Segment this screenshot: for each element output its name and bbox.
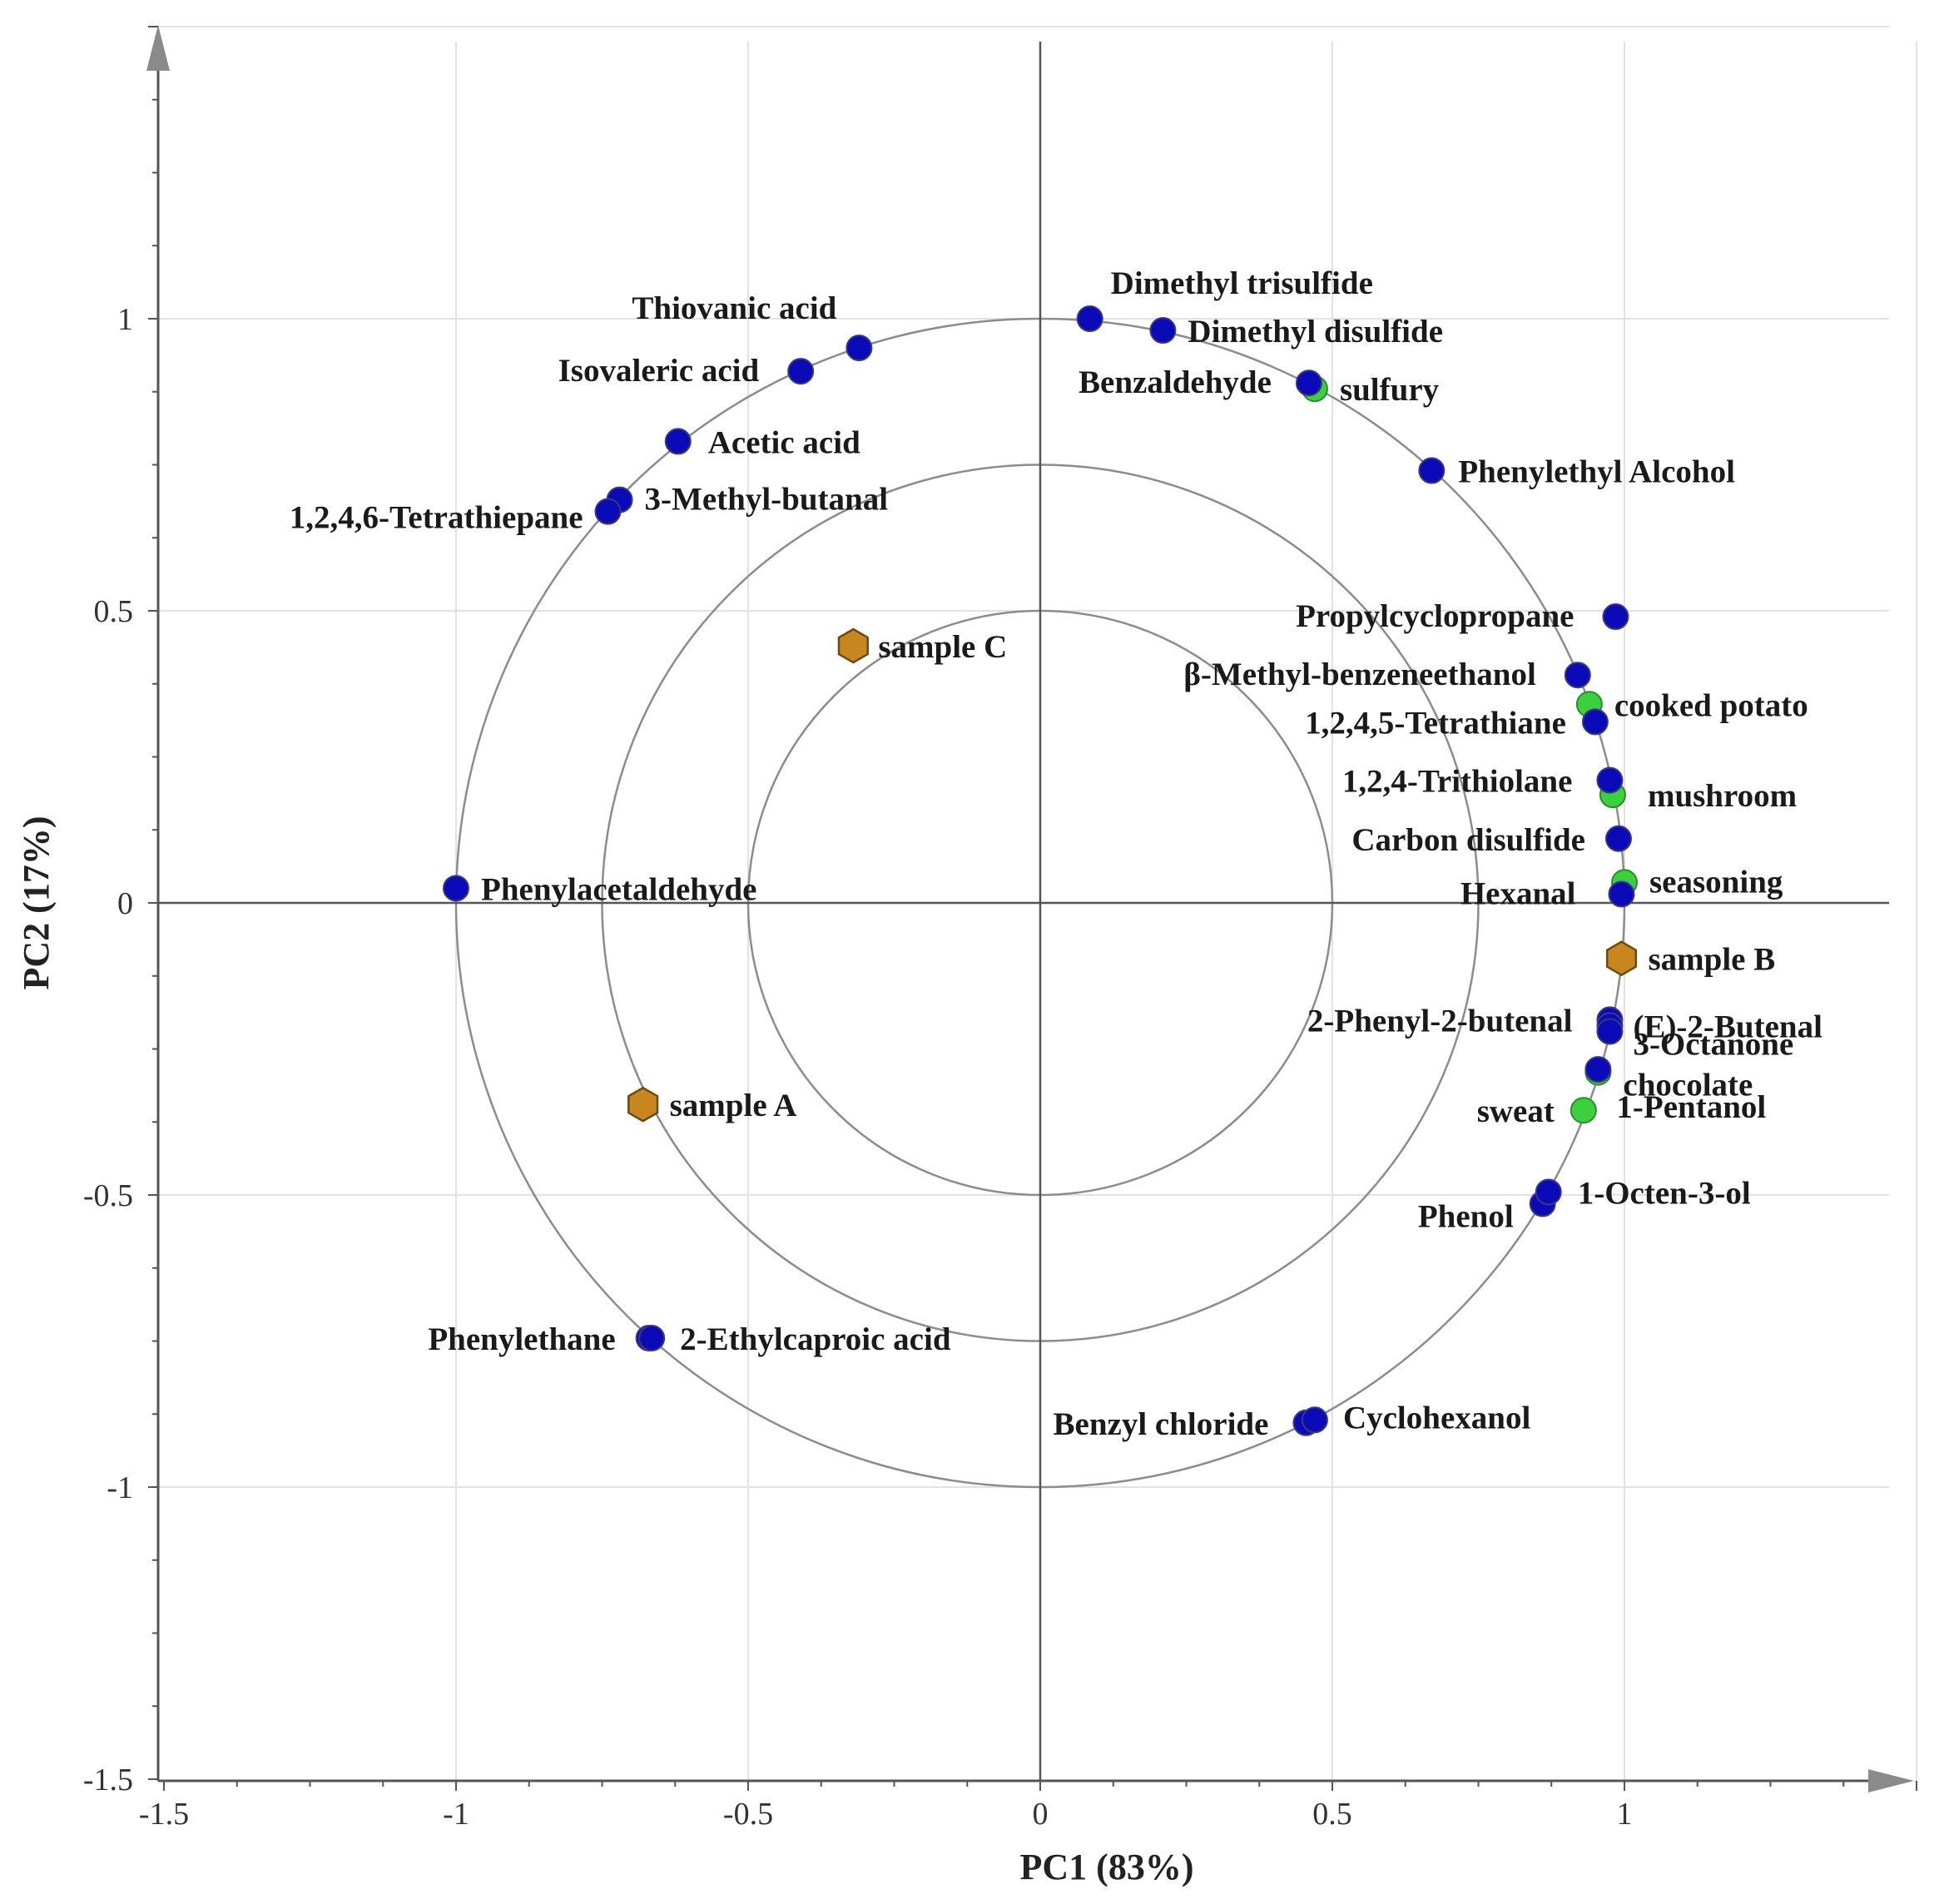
y-tick-label: 0: [117, 886, 133, 921]
carbon-disulfide-label: Carbon disulfide: [1351, 822, 1585, 858]
chocolate-label: chocolate: [1623, 1068, 1753, 1103]
methyl-benzeneethanol-label: β-Methyl-benzeneethanol: [1183, 657, 1536, 692]
x-tick-label: -1.5: [139, 1797, 189, 1832]
1-2-4-5-tetrathiane-point: [1581, 708, 1609, 736]
1-octen-3-ol-label: 1-Octen-3-ol: [1578, 1175, 1751, 1211]
sample-c-point: [837, 627, 869, 664]
thiovanic-acid-label: Thiovanic acid: [632, 290, 836, 326]
phenylethane-label: Phenylethane: [428, 1321, 615, 1357]
2-ethylcaproic-acid-label: 2-Ethylcaproic acid: [680, 1321, 951, 1357]
1-2-4-5-tetrathiane-label: 1,2,4,5-Tetrathiane: [1305, 705, 1566, 741]
y-tick-label: -0.5: [83, 1178, 133, 1213]
x-tick-label: 1: [1617, 1797, 1633, 1832]
x-tick-label: -0.5: [723, 1797, 773, 1832]
phenylethyl-alcohol-label: Phenylethyl Alcohol: [1458, 454, 1735, 490]
x-tick-label: 0.5: [1312, 1797, 1352, 1832]
e-2-butenal-label: (E)-2-Butenal: [1633, 1009, 1822, 1044]
x-axis-arrow: [1868, 1769, 1914, 1792]
phenylacetaldehyde-point: [443, 875, 469, 902]
3-methyl-butanal-label: 3-Methyl-butanal: [645, 482, 889, 518]
sweat-label: sweat: [1477, 1093, 1555, 1129]
axes: [146, 25, 1917, 1792]
sample-c-label: sample C: [878, 629, 1007, 665]
y-axis-title: PC2 (17%): [16, 816, 57, 990]
y-tick-label: -1: [107, 1470, 133, 1505]
cooked-potato-label: cooked potato: [1614, 687, 1808, 723]
phenylethyl-alcohol-point: [1418, 457, 1446, 484]
dimethyl-trisulfide-label: Dimethyl trisulfide: [1111, 265, 1373, 301]
thiovanic-acid-point: [846, 335, 873, 362]
sample-b-point: [1605, 940, 1638, 977]
y-tick-label: -1.5: [83, 1763, 133, 1797]
dimethyl-trisulfide-point: [1076, 305, 1103, 332]
hexanal-point: [1608, 880, 1635, 908]
acetic-acid-label: Acetic acid: [708, 424, 860, 460]
1-2-4-trithiolane-point: [1596, 766, 1624, 794]
acetic-acid-point: [664, 428, 692, 455]
1-2-4-6-tetrathiepane-point: [594, 498, 622, 525]
1-2-4-trithiolane-label: 1,2,4-Trithiolane: [1342, 764, 1573, 800]
propylcyclopropane-label: Propylcyclopropane: [1296, 598, 1574, 634]
y-tick-label: 1: [117, 302, 133, 337]
data-points: [443, 305, 1638, 1436]
sample-a-label: sample A: [670, 1088, 797, 1123]
1-pentanol-label: 1-Pentanol: [1616, 1089, 1766, 1125]
seasoning-label: seasoning: [1649, 864, 1783, 900]
2-ethylcaproic-acid-point: [638, 1324, 666, 1351]
phenol-label: Phenol: [1418, 1199, 1514, 1235]
cyclohexanol-label: Cyclohexanol: [1343, 1400, 1531, 1435]
y-tick-label: 0.5: [94, 594, 134, 629]
cyclohexanol-point: [1301, 1406, 1328, 1434]
benzyl-chloride-label: Benzyl chloride: [1054, 1406, 1269, 1442]
tick-labels: -1.5 -1 -0.5 0 0.5 1 -1.5 -1 -0.5 0 0.5 1: [83, 302, 1633, 1832]
1-octen-3-ol-point: [1535, 1178, 1562, 1206]
isovaleric-acid-point: [787, 358, 815, 385]
sweat-point: [1570, 1097, 1597, 1124]
dimethyl-disulfide-point: [1149, 317, 1177, 345]
x-tick-label: 0: [1033, 1797, 1049, 1832]
phenylacetaldehyde-label: Phenylacetaldehyde: [481, 871, 756, 907]
y-axis-arrow: [146, 25, 170, 71]
x-tick-label: -1: [443, 1797, 469, 1832]
sulfury-label: sulfury: [1340, 372, 1440, 408]
point-labels: sulfury cooked potato mushroom seasoning cho…: [290, 265, 1822, 1442]
benzaldehyde-label: Benzaldehyde: [1079, 364, 1272, 400]
isovaleric-acid-label: Isovaleric acid: [558, 353, 760, 389]
hexanal-label: Hexanal: [1460, 875, 1576, 911]
dimethyl-disulfide-label: Dimethyl disulfide: [1188, 314, 1443, 350]
1-pentanol-point: [1584, 1056, 1612, 1083]
propylcyclopropane-point: [1602, 603, 1629, 631]
3-octanone-point: [1596, 1018, 1624, 1045]
carbon-disulfide-point: [1604, 825, 1632, 852]
sample-a-point: [627, 1086, 659, 1123]
benzaldehyde-point: [1295, 369, 1322, 397]
mushroom-label: mushroom: [1648, 778, 1797, 814]
sample-b-label: sample B: [1648, 942, 1775, 978]
1-2-4-6-tetrathiepane-label: 1,2,4,6-Tetrathiepane: [290, 500, 583, 536]
3-octanone-label: 3-Octanone: [1633, 1026, 1793, 1062]
2-phenyl-2-butenal-label: 2-Phenyl-2-butenal: [1307, 1003, 1573, 1039]
x-axis-title: PC1 (83%): [1020, 1847, 1194, 1887]
methyl-benzeneethanol-point: [1564, 662, 1591, 689]
